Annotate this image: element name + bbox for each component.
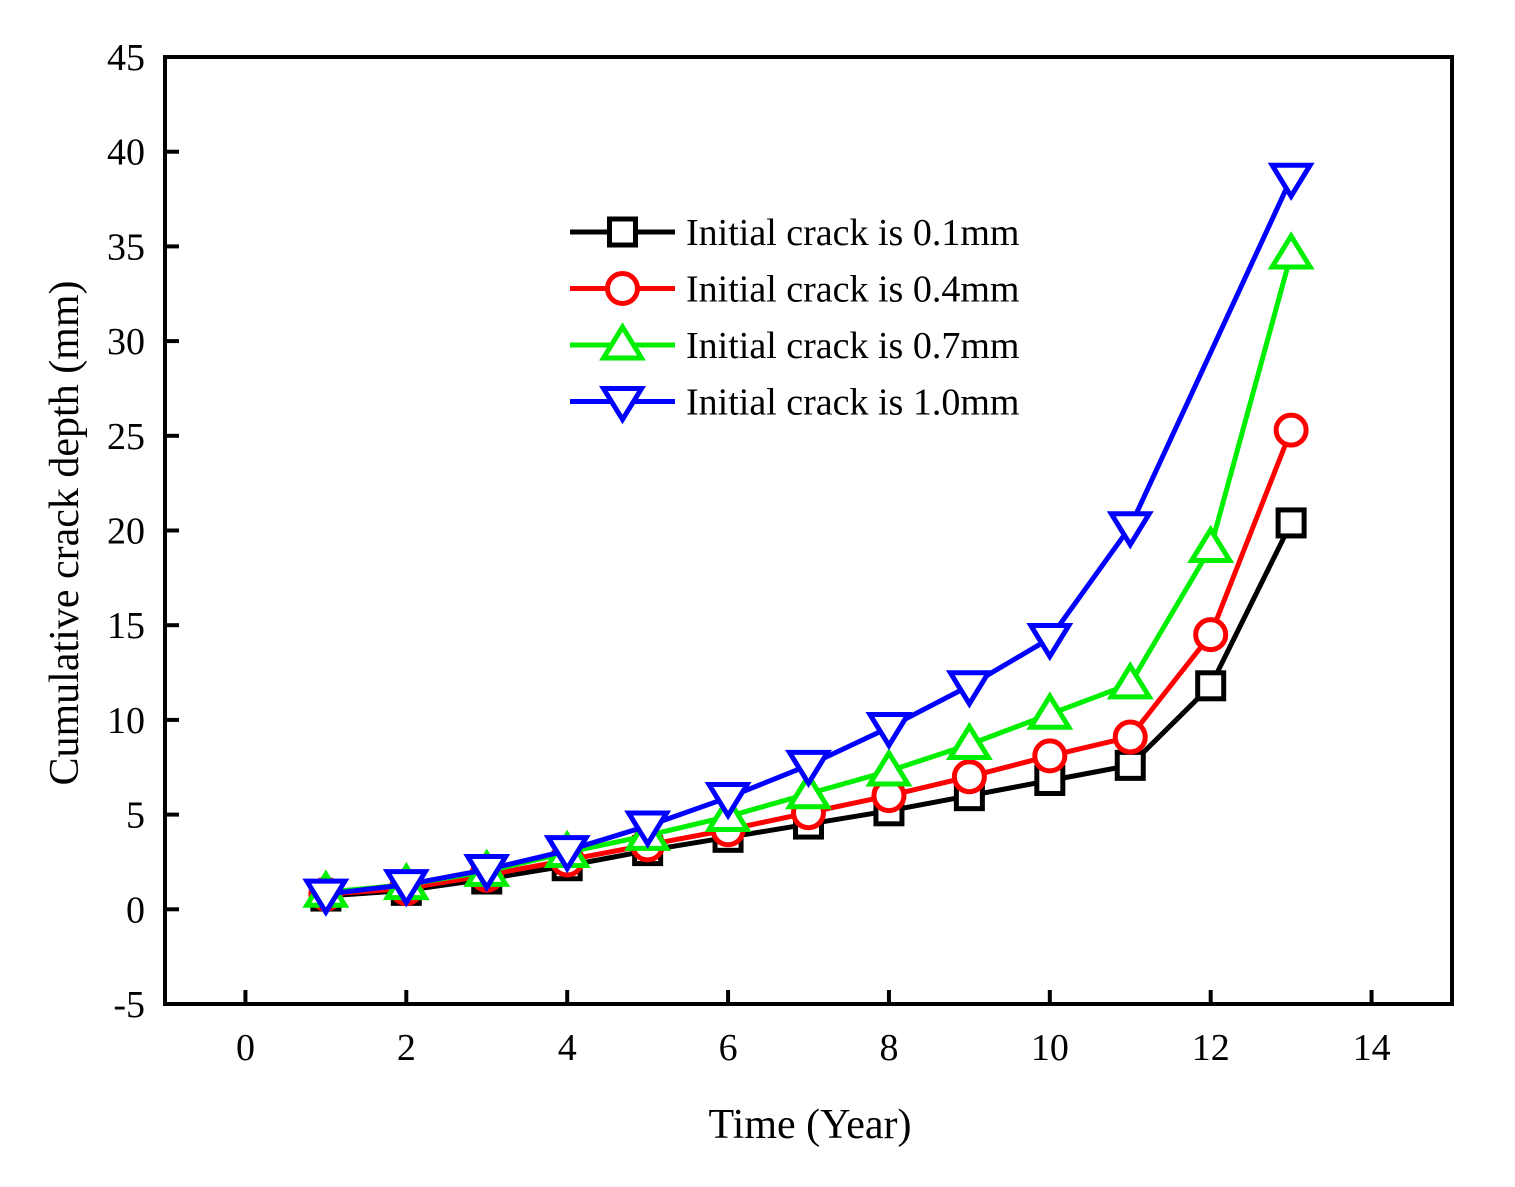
legend-marker <box>599 386 646 425</box>
data-point <box>1187 524 1235 564</box>
data-point <box>1195 670 1227 702</box>
axes-layer: 0 2 4 6 8 10 12 14 -5 0 5 10 15 20 25 30 35 40 45 <box>107 37 1391 1069</box>
data-point <box>1032 738 1068 774</box>
legend: Initial crack is 0.1mm Initial crack is 0… <box>570 212 1019 425</box>
data-point <box>302 878 350 917</box>
data-point <box>1193 617 1229 653</box>
y-tick-label: -5 <box>113 984 145 1026</box>
series-4 <box>302 162 1315 917</box>
legend-item: Initial crack is 0.7mm <box>570 322 1019 367</box>
data-point <box>1267 162 1315 202</box>
data-point <box>865 748 913 787</box>
series-layer <box>302 162 1315 917</box>
legend-item: Initial crack is 1.0mm <box>570 382 1019 425</box>
y-tick-label: 5 <box>126 795 145 837</box>
legend-marker <box>605 271 640 306</box>
data-point <box>1106 661 1154 700</box>
x-tick-label: 6 <box>719 1027 738 1069</box>
legend-label: Initial crack is 0.7mm <box>686 325 1019 367</box>
data-point <box>624 810 672 849</box>
y-tick-label: 30 <box>107 321 145 363</box>
x-tick-label: 8 <box>879 1027 898 1069</box>
y-tick-label: 35 <box>107 226 145 268</box>
x-tick-label: 10 <box>1031 1027 1069 1069</box>
legend-marker <box>599 322 646 361</box>
data-point <box>1273 412 1309 448</box>
data-point <box>785 770 832 810</box>
data-point <box>463 854 511 893</box>
y-tick-label: 10 <box>107 700 145 742</box>
data-point <box>785 749 832 789</box>
data-point <box>382 869 430 908</box>
data-point <box>1026 622 1074 662</box>
data-point <box>543 835 591 874</box>
y-tick-label: 25 <box>107 416 145 458</box>
x-axis-title: Time (Year) <box>708 1102 911 1148</box>
data-point <box>1267 231 1315 270</box>
data-point <box>1026 691 1074 730</box>
y-tick-label: 0 <box>126 889 145 931</box>
legend-label: Initial crack is 0.4mm <box>686 269 1019 311</box>
legend-label: Initial crack is 0.1mm <box>686 212 1019 254</box>
y-tick-label: 20 <box>107 511 145 553</box>
data-point <box>865 711 913 751</box>
legend-label: Initial crack is 1.0mm <box>686 382 1019 424</box>
data-point <box>704 782 752 821</box>
data-point <box>1114 749 1146 781</box>
legend-item: Initial crack is 0.4mm <box>570 269 1019 311</box>
plot-frame <box>163 55 1454 1006</box>
x-tick-label: 14 <box>1353 1027 1391 1069</box>
series-line <box>325 177 1294 897</box>
data-point <box>1275 507 1307 539</box>
y-axis-title: Cumulative crack depth (mm) <box>42 280 88 785</box>
y-tick-label: 40 <box>107 132 145 174</box>
x-tick-label: 0 <box>236 1027 255 1069</box>
data-point <box>945 721 993 761</box>
y-tick-label: 15 <box>107 605 145 647</box>
data-point <box>1106 511 1154 550</box>
y-tick-label: 45 <box>107 37 145 79</box>
x-tick-label: 12 <box>1192 1027 1230 1069</box>
data-point <box>1112 719 1148 755</box>
legend-item: Initial crack is 0.1mm <box>570 212 1019 254</box>
x-tick-label: 2 <box>397 1027 416 1069</box>
legend-marker <box>607 216 638 248</box>
data-point <box>951 759 987 795</box>
x-tick-label: 4 <box>558 1027 577 1069</box>
data-point <box>945 670 993 709</box>
